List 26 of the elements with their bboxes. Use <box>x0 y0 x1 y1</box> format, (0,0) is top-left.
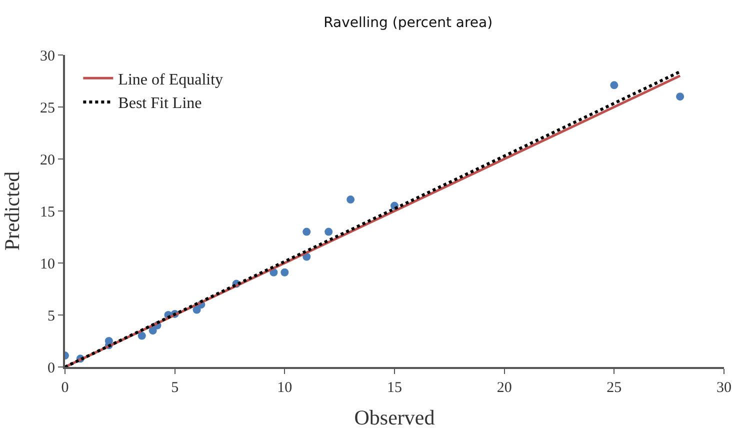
point <box>346 196 355 204</box>
legend-label: Line of Equality <box>118 71 224 88</box>
x-tick-label: 0 <box>61 380 69 396</box>
x-tick-label: 30 <box>716 380 732 396</box>
y-tick-label: 30 <box>40 48 55 64</box>
y-tick-label: 15 <box>40 204 55 220</box>
point <box>324 228 333 236</box>
y-axis-title: Predicted <box>0 170 24 251</box>
point <box>138 332 146 340</box>
legend-label: Best Fit Line <box>118 95 202 112</box>
point <box>610 81 618 90</box>
x-tick-label: 10 <box>277 380 292 396</box>
y-tick-label: 5 <box>48 308 55 324</box>
x-tick-label: 5 <box>171 380 179 396</box>
x-tick-label: 20 <box>496 380 512 396</box>
x-tick-label: 15 <box>387 380 402 396</box>
point <box>280 268 289 276</box>
chart-title: Ravelling (percent area) <box>324 15 493 32</box>
y-tick-label: 10 <box>40 256 55 272</box>
x-tick-label: 25 <box>606 380 622 396</box>
point <box>302 228 311 236</box>
y-tick-label: 25 <box>40 100 55 116</box>
y-tick-label: 20 <box>40 152 55 168</box>
x-axis-title: Observed <box>354 406 436 430</box>
point <box>676 92 684 101</box>
y-tick-label: 0 <box>48 360 55 376</box>
